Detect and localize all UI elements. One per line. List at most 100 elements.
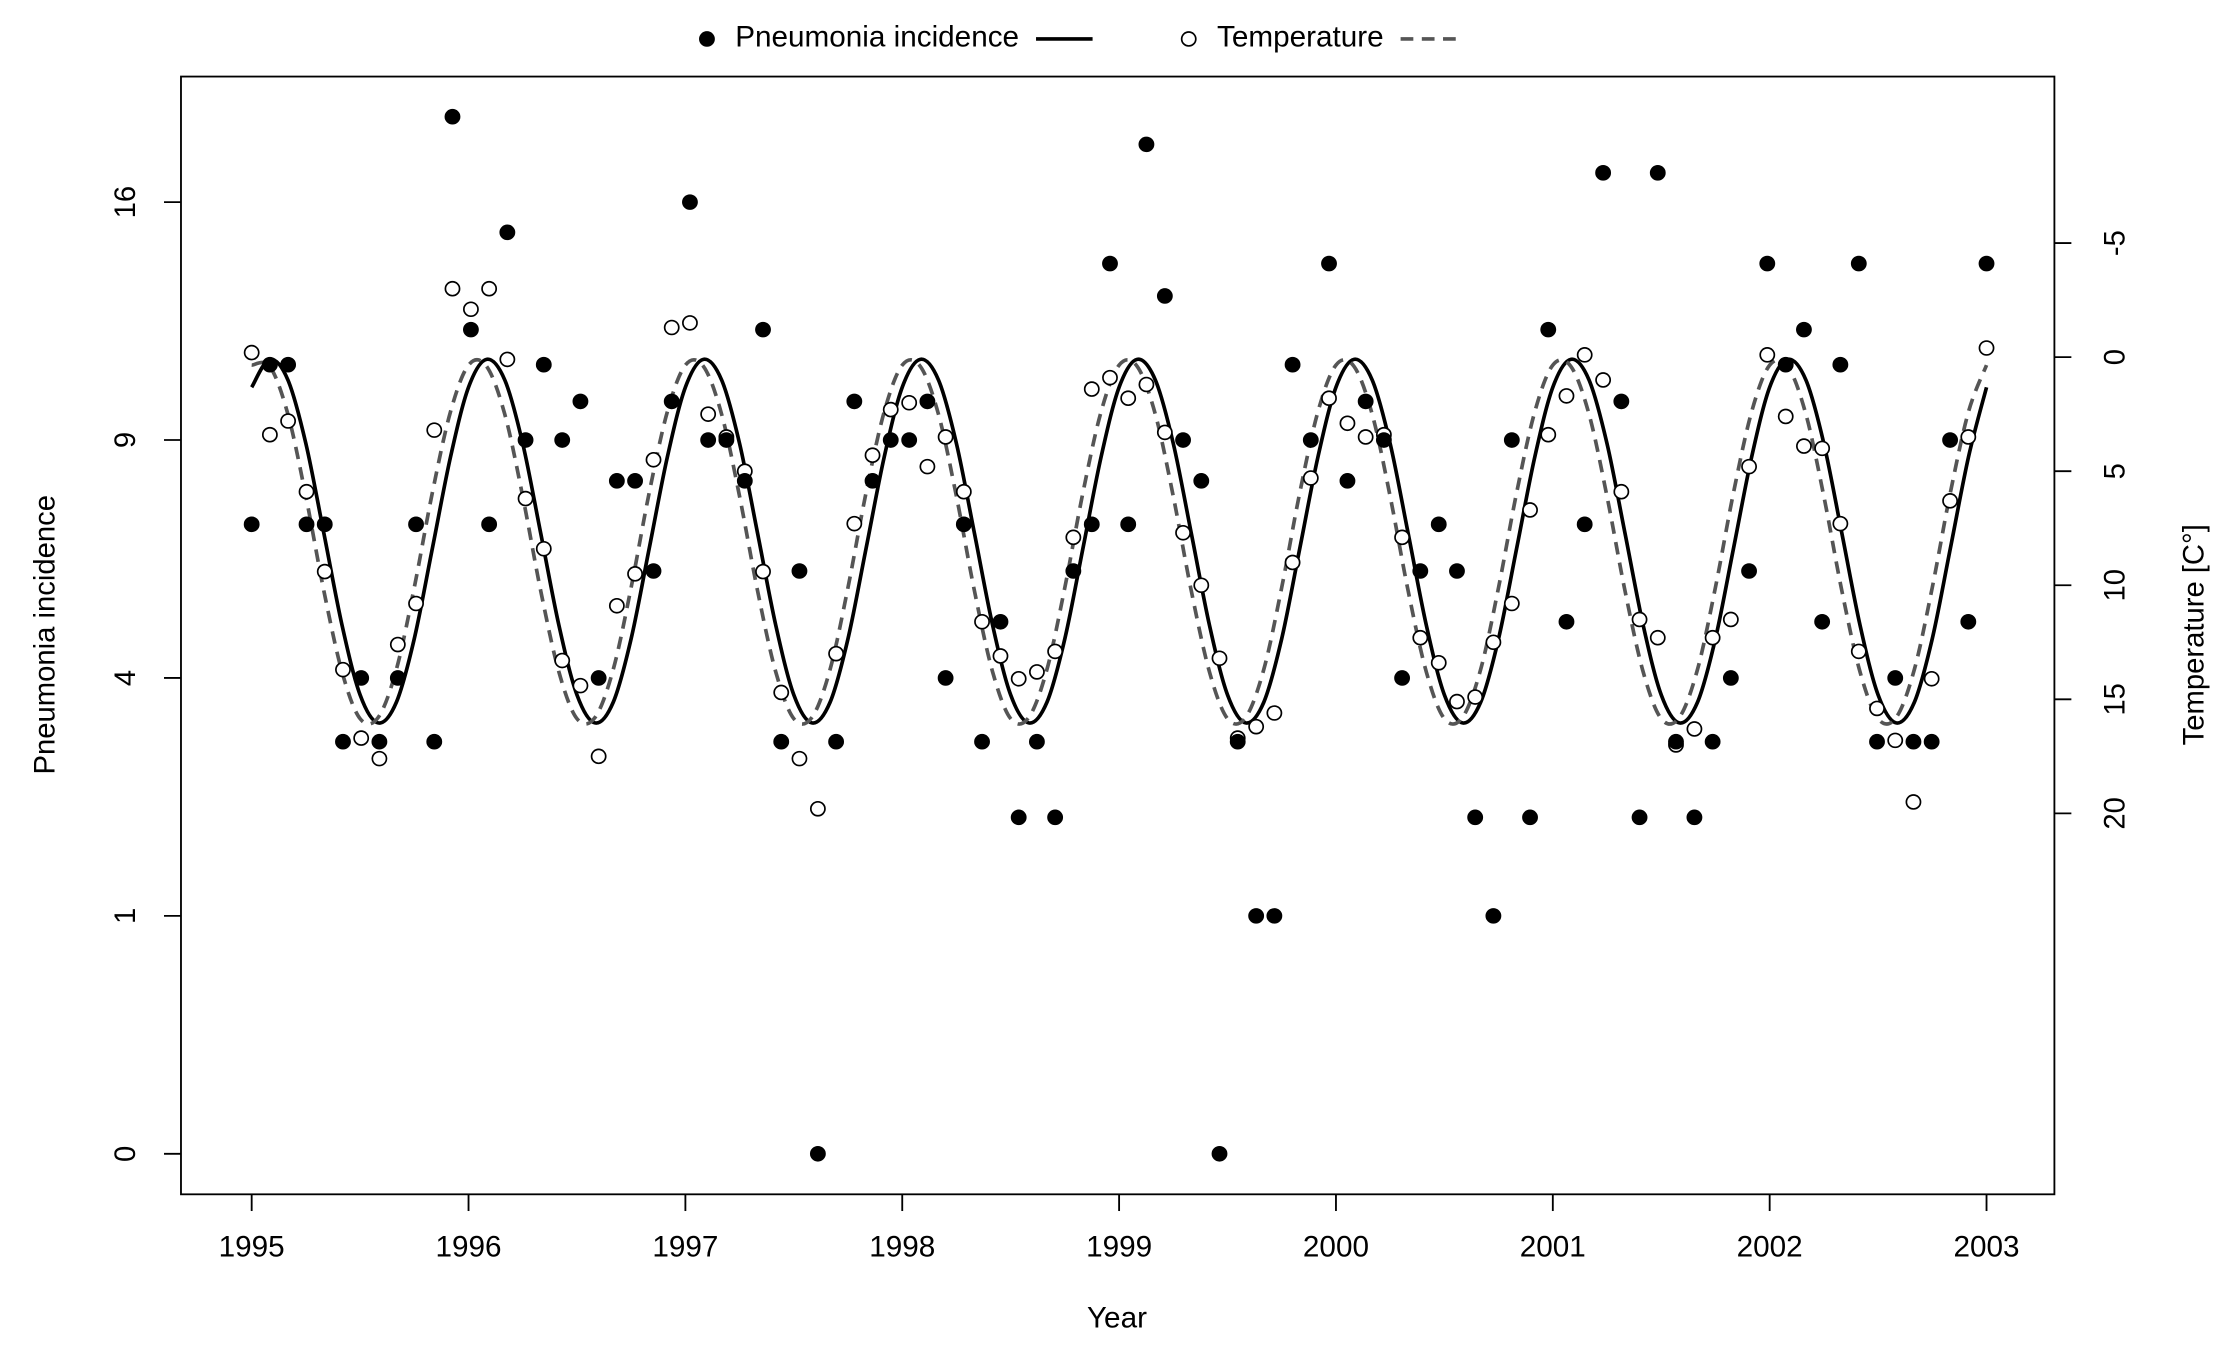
- data-point: [864, 447, 881, 464]
- data-point: [554, 432, 571, 448]
- data-point: [1796, 438, 1812, 454]
- data-point: [1503, 432, 1520, 448]
- legend-label: Pneumonia incidence: [735, 21, 1019, 54]
- data-point: [1631, 809, 1648, 826]
- x-tick-label: 2002: [1737, 1231, 1803, 1264]
- data-point: [1759, 347, 1776, 363]
- data-point: [1357, 429, 1374, 445]
- data-point: [992, 613, 1009, 630]
- data-point: [1704, 733, 1721, 750]
- data-point: [608, 597, 625, 614]
- data-point: [280, 413, 297, 429]
- data-point: [1522, 502, 1538, 518]
- data-point: [1339, 473, 1356, 489]
- data-point: [1558, 388, 1575, 404]
- data-point: [937, 429, 954, 445]
- data-point: [645, 563, 662, 579]
- data-point: [828, 733, 845, 750]
- data-point: [1887, 670, 1904, 686]
- data-point: [1649, 165, 1666, 181]
- data-point: [1869, 733, 1885, 750]
- data-point: [1832, 356, 1849, 373]
- data-point: [1850, 643, 1867, 660]
- data-point: [1960, 429, 1977, 445]
- y-tick-label: 1: [109, 908, 142, 924]
- data-point: [1741, 563, 1757, 579]
- data-point: [1047, 643, 1064, 660]
- data-point: [1503, 595, 1520, 612]
- data-point: [1796, 321, 1812, 338]
- data-point: [426, 733, 443, 750]
- data-point: [1357, 393, 1374, 410]
- data-point: [1083, 516, 1100, 533]
- data-point: [1558, 613, 1575, 630]
- data-point: [261, 356, 278, 373]
- data-point: [1923, 670, 1940, 687]
- data-point: [1540, 426, 1557, 443]
- data-point: [1083, 381, 1100, 397]
- data-point: [535, 356, 552, 373]
- data-point: [335, 733, 351, 750]
- data-point: [1412, 563, 1429, 579]
- legend-label: Temperature: [1217, 21, 1384, 54]
- data-point: [1412, 629, 1429, 646]
- data-point: [1522, 809, 1538, 826]
- data-point: [773, 733, 790, 750]
- data-point: [1430, 655, 1447, 671]
- data-point: [535, 540, 552, 557]
- legend-marker: [699, 31, 715, 47]
- data-point: [1905, 794, 1922, 810]
- data-point: [1595, 165, 1612, 181]
- data-point: [1850, 255, 1867, 272]
- data-point: [389, 636, 406, 653]
- data-point: [1814, 613, 1831, 630]
- data-point: [663, 319, 680, 336]
- y-tick-label: 9: [109, 432, 142, 448]
- data-point: [1686, 721, 1703, 737]
- data-point: [243, 344, 260, 361]
- y2-tick-label: 5: [2098, 463, 2131, 479]
- data-point: [481, 516, 498, 533]
- data-point: [1722, 670, 1739, 686]
- data-point: [682, 194, 698, 210]
- data-point: [1631, 611, 1648, 628]
- data-point: [1978, 340, 1995, 356]
- x-tick-label: 2003: [1954, 1231, 2020, 1264]
- data-point: [1375, 432, 1392, 448]
- data-point: [718, 432, 735, 448]
- data-point: [700, 406, 717, 422]
- data-point: [389, 670, 406, 686]
- data-point: [791, 563, 808, 579]
- data-point: [554, 652, 571, 669]
- data-point: [627, 566, 643, 582]
- data-point: [1649, 629, 1666, 646]
- data-point: [919, 458, 936, 475]
- data-point: [1741, 458, 1757, 475]
- data-point: [572, 393, 589, 410]
- data-point: [517, 432, 534, 448]
- data-point: [1065, 529, 1082, 546]
- data-point: [955, 483, 972, 500]
- data-point: [645, 451, 662, 468]
- x-tick-label: 1997: [652, 1231, 718, 1264]
- data-point: [1832, 515, 1849, 532]
- data-point: [1613, 393, 1630, 410]
- data-point: [1175, 524, 1191, 541]
- data-point: [1248, 718, 1265, 735]
- data-point: [1722, 611, 1739, 628]
- data-point: [371, 733, 388, 750]
- y2-tick-label: 0: [2098, 349, 2131, 365]
- data-point: [316, 516, 333, 533]
- data-point: [1449, 563, 1465, 579]
- data-point: [280, 356, 297, 373]
- data-point: [590, 748, 607, 765]
- data-point: [828, 645, 845, 662]
- data-point: [444, 108, 461, 125]
- data-point: [1266, 705, 1283, 721]
- y2-tick-label: 15: [2098, 683, 2131, 716]
- data-point: [1229, 733, 1246, 750]
- data-point: [791, 750, 808, 767]
- data-point: [462, 301, 479, 318]
- data-point: [1668, 733, 1684, 750]
